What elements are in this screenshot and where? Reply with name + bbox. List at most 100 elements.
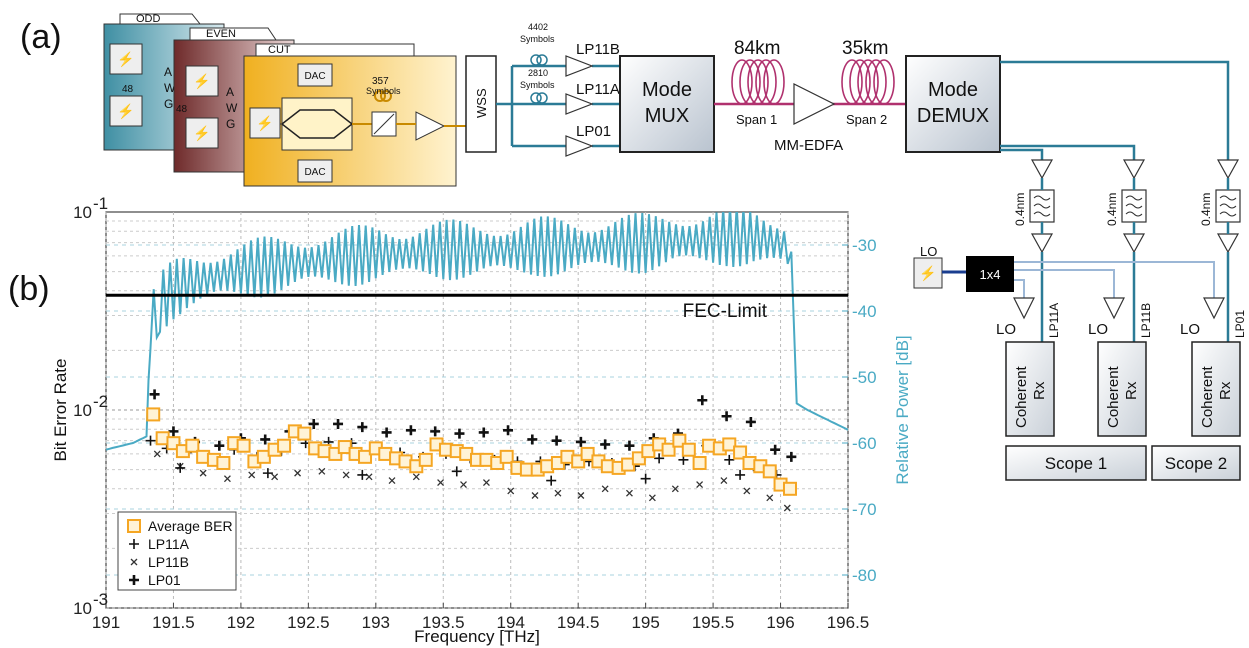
y-tick-label: 10 bbox=[73, 599, 92, 618]
x-tick-label: 193.5 bbox=[422, 613, 465, 632]
delay-4402-word: Symbols bbox=[520, 34, 555, 44]
y-tick-exponent: -1 bbox=[93, 194, 108, 213]
legend-marker bbox=[129, 575, 139, 585]
lp11a-point bbox=[546, 475, 557, 486]
y-axis-label: Bit Error Rate bbox=[51, 359, 70, 462]
lp01-point bbox=[575, 436, 586, 447]
rx-chains: 0.4nm 0.4nm 0.4nm bbox=[1013, 159, 1241, 342]
lp01-point bbox=[770, 444, 781, 455]
rx2-l1: Coherent bbox=[1105, 365, 1122, 428]
lp11a-point bbox=[262, 468, 273, 479]
average-ber-point bbox=[277, 438, 292, 453]
splitter-label: 1x4 bbox=[980, 267, 1001, 282]
lp01-point bbox=[721, 411, 732, 422]
lp11a-point bbox=[735, 469, 746, 480]
lp11b-point bbox=[577, 492, 585, 499]
lp11b-point bbox=[507, 487, 515, 495]
lp01-point bbox=[168, 426, 179, 437]
delay-2810-value: 2810 bbox=[528, 68, 548, 78]
lp01-point bbox=[527, 434, 538, 445]
lp01-point bbox=[697, 395, 708, 406]
lp11a-point bbox=[357, 469, 368, 480]
y-tick-exponent: -2 bbox=[93, 392, 108, 411]
lp11b-point bbox=[342, 471, 350, 479]
average-ber-point bbox=[661, 442, 676, 457]
x-tick-label: 191 bbox=[92, 613, 120, 632]
lp11b-point bbox=[437, 479, 445, 487]
lp01-point bbox=[551, 435, 562, 446]
fec-limit-label: FEC-Limit bbox=[683, 301, 768, 322]
awg-even-w: W bbox=[226, 101, 238, 115]
lp11b-point bbox=[554, 489, 562, 497]
lp11b-point bbox=[412, 473, 420, 481]
coherent-rx-1: Coherent Rx bbox=[1005, 341, 1055, 437]
lp01-point bbox=[214, 440, 225, 451]
wss-label: WSS bbox=[474, 88, 489, 118]
lp11b-point bbox=[766, 494, 774, 502]
awg-cut-card: CUT ⚡ DAC DAC 357 Symbols bbox=[243, 43, 466, 187]
legend-label: Average BER bbox=[148, 518, 233, 534]
x-tick-label: 191.5 bbox=[152, 613, 195, 632]
mux-line1: Mode bbox=[642, 79, 692, 101]
lp11b-point bbox=[671, 485, 679, 493]
lp11b-point bbox=[318, 467, 326, 475]
coherent-rx-2: Coherent Rx bbox=[1097, 341, 1147, 437]
ber-markers bbox=[145, 389, 797, 512]
awg-even-g: G bbox=[226, 117, 235, 131]
lp11a-point bbox=[451, 466, 462, 477]
average-ber-point bbox=[722, 437, 737, 452]
mode-demux-block: Mode DEMUX bbox=[905, 55, 1001, 153]
span2-label: Span 2 bbox=[846, 112, 887, 127]
legend-marker bbox=[127, 519, 141, 533]
legend-label: LP11A bbox=[148, 536, 190, 552]
x-tick-label: 194 bbox=[497, 613, 525, 632]
rx3-l1: Coherent bbox=[1199, 365, 1216, 428]
lp01-point bbox=[786, 451, 797, 462]
lp01-point bbox=[149, 389, 160, 400]
ber-chart: FEC-Limit 191 191.5 192 192.5 193 193.5 194 194… bbox=[51, 194, 912, 646]
rx1-l1: Coherent bbox=[1013, 365, 1030, 428]
lp11b-point bbox=[696, 481, 704, 489]
laser-icon: ⚡ bbox=[193, 73, 210, 90]
y-right-tick-label: -30 bbox=[852, 236, 877, 255]
awg-odd-label: ODD bbox=[136, 13, 161, 25]
x-tick-label: 192 bbox=[227, 613, 255, 632]
x-tick-label: 195.5 bbox=[692, 613, 735, 632]
lp11b-point bbox=[743, 487, 751, 495]
lp11b-point bbox=[482, 479, 490, 487]
rx3-l2: Rx bbox=[1217, 381, 1234, 400]
symbols-357-word: Symbols bbox=[366, 86, 401, 96]
lp11b-point bbox=[460, 481, 467, 489]
symbols-357-value: 357 bbox=[372, 76, 389, 87]
y-right-tick-label: -50 bbox=[852, 368, 877, 387]
dac-bottom-label: DAC bbox=[304, 167, 325, 178]
legend-label: LP01 bbox=[148, 572, 181, 588]
average-ber-point bbox=[236, 438, 251, 453]
tx-amplifiers bbox=[565, 55, 594, 157]
average-ber-point bbox=[692, 455, 707, 470]
coherent-rx-3: Coherent Rx bbox=[1191, 341, 1241, 437]
y-right-tick-label: -60 bbox=[852, 434, 877, 453]
scopes: Scope 1 Scope 2 bbox=[1005, 445, 1241, 481]
rx1-l2: Rx bbox=[1031, 381, 1048, 400]
y-right-tick-label: -80 bbox=[852, 566, 877, 585]
lp11b-point bbox=[223, 475, 231, 483]
laser-icon: ⚡ bbox=[256, 115, 273, 132]
scope1-label: Scope 1 bbox=[1045, 454, 1107, 473]
lp11a-point bbox=[654, 453, 665, 464]
wss-block: WSS bbox=[465, 55, 497, 153]
lp11b-point bbox=[783, 504, 791, 512]
span1-length: 84km bbox=[734, 38, 780, 59]
lo-splitter: LO ⚡ 1x4 bbox=[913, 244, 1225, 320]
x-tick-label: 194.5 bbox=[557, 613, 600, 632]
average-ber-point bbox=[418, 452, 433, 467]
awg-cut-label: CUT bbox=[268, 44, 291, 56]
lp11b-point bbox=[625, 489, 633, 497]
power-spectrum-line bbox=[106, 212, 848, 451]
lp01-point bbox=[745, 416, 756, 427]
lp01-point bbox=[308, 418, 319, 429]
rx2-l2: Rx bbox=[1123, 381, 1140, 400]
average-ber-point bbox=[185, 438, 200, 453]
average-ber-point bbox=[762, 464, 777, 479]
lp11a-point bbox=[175, 462, 186, 473]
